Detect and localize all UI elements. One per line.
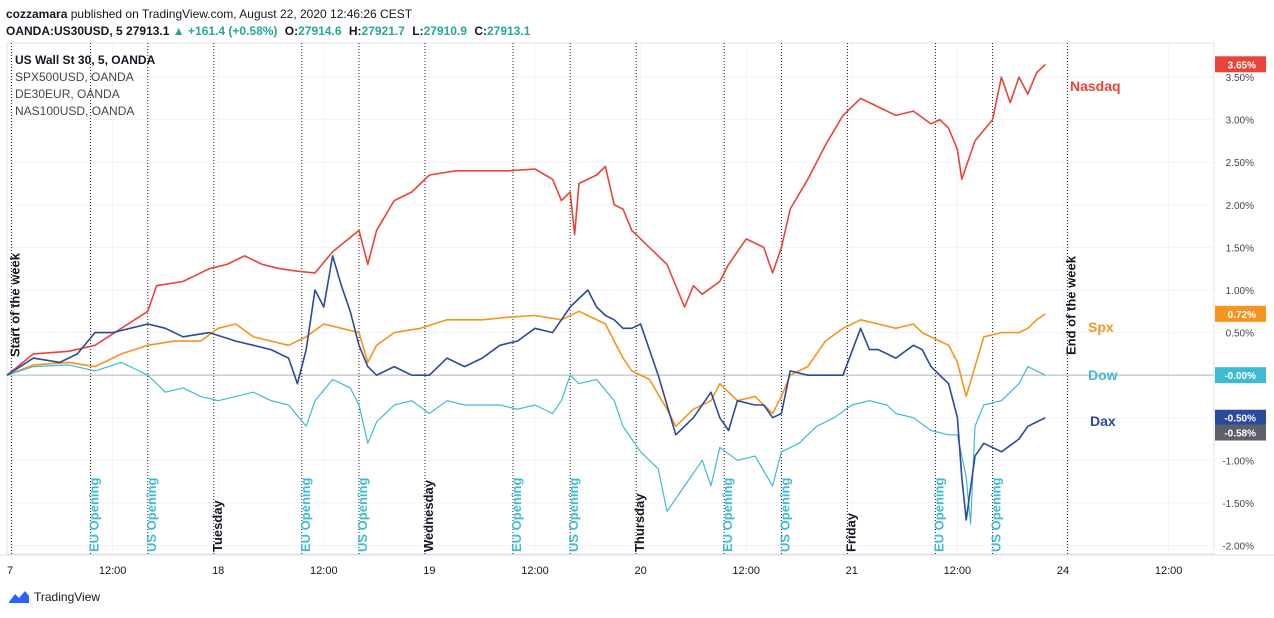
y-tick-label: 0.50% xyxy=(1226,329,1254,340)
y-tick-label: 3.50% xyxy=(1226,73,1254,84)
x-tick-label: 24 xyxy=(1057,565,1069,577)
high-label: H: xyxy=(348,24,362,38)
brand-name: TradingView xyxy=(34,590,101,604)
annotation-label: EU Opening xyxy=(509,478,524,552)
annotation-label: Tuesday xyxy=(210,499,225,552)
series-line-dow xyxy=(6,361,1046,525)
price-tag-text-extra: -0.58% xyxy=(1224,429,1256,440)
low-label: L: xyxy=(412,24,424,38)
up-triangle-icon: ▲ xyxy=(172,24,185,38)
x-tick-label: 12:00 xyxy=(732,565,760,577)
published-text: published on TradingView.com, August 22,… xyxy=(70,7,413,21)
high-value: 27921.7 xyxy=(361,24,405,38)
annotation-label: EU Opening xyxy=(298,478,313,552)
y-tick-label: -2.00% xyxy=(1222,541,1254,552)
x-tick-label: 21 xyxy=(846,565,858,577)
annotation-label: EU Opening xyxy=(931,478,946,552)
x-tick-label: 12:00 xyxy=(99,565,127,577)
price-tag-text-dax: -0.50% xyxy=(1224,414,1256,425)
open-value: 27914.6 xyxy=(298,24,342,38)
close-label: C: xyxy=(474,24,487,38)
annotation-label: US Opening xyxy=(566,478,581,552)
open-label: O: xyxy=(284,24,299,38)
chart-header: cozzamara published on TradingView.com, … xyxy=(6,6,530,40)
series-label-nasdaq: Nasdaq xyxy=(1070,78,1121,94)
publisher-name[interactable]: cozzamara xyxy=(6,7,68,21)
legend-item-spx[interactable]: SPX500USD, OANDA xyxy=(15,70,134,84)
x-tick-label: 18 xyxy=(212,565,224,577)
annotation-label: EU Opening xyxy=(87,478,102,552)
series-line-spx xyxy=(6,310,1046,428)
annotation-label: Friday xyxy=(843,512,858,552)
series-line-nasdaq xyxy=(6,63,1046,376)
annotation-label: US Opening xyxy=(989,478,1004,552)
close-value: 27913.1 xyxy=(486,24,531,38)
annotation-label: Thursday xyxy=(632,493,647,552)
annotation-label: US Opening xyxy=(144,478,159,552)
annotation-label: US Opening xyxy=(777,478,792,552)
x-tick-label: 12:00 xyxy=(1155,565,1183,577)
annotation-label: End of the week xyxy=(1063,255,1078,355)
price-tag-extra xyxy=(1215,424,1266,441)
series-label-spx: Spx xyxy=(1088,319,1114,335)
plot-frame xyxy=(6,42,1215,555)
series-label-dax: Dax xyxy=(1090,413,1116,429)
y-tick-label: 3.00% xyxy=(1226,116,1254,127)
price-tag-text-spx: 0.72% xyxy=(1228,310,1256,321)
price-tag-text-dow: -0.00% xyxy=(1224,371,1256,382)
annotation-label: Wednesday xyxy=(421,479,436,552)
series-line-dax xyxy=(6,255,1046,521)
x-tick-label: 20 xyxy=(634,565,646,577)
x-tick-label: 12:00 xyxy=(944,565,972,577)
y-tick-label: 1.50% xyxy=(1226,243,1254,254)
price-change: +161.4 (+0.58%) xyxy=(188,24,278,38)
y-tick-label: -1.00% xyxy=(1222,456,1254,467)
price-tag-dow xyxy=(1215,367,1266,384)
series-label-dow: Dow xyxy=(1088,367,1118,383)
legend-item-dax[interactable]: DE30EUR, OANDA xyxy=(15,87,120,101)
legend-item-nasdaq[interactable]: NAS100USD, OANDA xyxy=(15,104,135,118)
x-tick-label: 12:00 xyxy=(521,565,549,577)
y-tick-label: -1.50% xyxy=(1222,499,1254,510)
tradingview-logo-icon xyxy=(9,591,29,603)
annotation-label: US Opening xyxy=(355,478,370,552)
last-price: 27913.1 xyxy=(126,24,170,38)
y-tick-label: 2.00% xyxy=(1226,201,1254,212)
price-tag-text-nasdaq: 3.65% xyxy=(1228,60,1256,71)
annotation-label: EU Opening xyxy=(720,478,735,552)
y-tick-label: 1.00% xyxy=(1226,286,1254,297)
legend-item-main[interactable]: US Wall St 30, 5, OANDA xyxy=(15,53,156,67)
low-value: 27910.9 xyxy=(423,24,467,38)
price-tag-spx xyxy=(1215,305,1266,322)
y-tick-label: 2.50% xyxy=(1226,158,1254,169)
annotation-label: Start of the week xyxy=(7,252,22,357)
price-tag-dax xyxy=(1215,409,1266,426)
x-tick-label: 12:00 xyxy=(310,565,338,577)
price-tag-nasdaq xyxy=(1215,56,1266,73)
x-tick-label: 7 xyxy=(7,565,13,577)
footer-branding[interactable]: TradingView xyxy=(8,590,100,604)
series-legend: US Wall St 30, 5, OANDA SPX500USD, OANDA… xyxy=(15,52,155,120)
symbol-label[interactable]: OANDA:US30USD, 5 xyxy=(6,24,123,38)
x-tick-label: 19 xyxy=(423,565,435,577)
